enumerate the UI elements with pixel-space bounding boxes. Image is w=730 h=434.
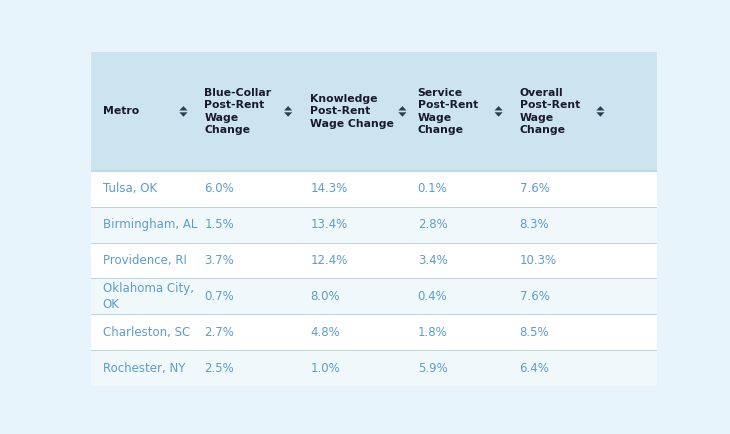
Bar xyxy=(91,171,657,207)
Text: 8.0%: 8.0% xyxy=(310,290,340,303)
Text: 7.6%: 7.6% xyxy=(520,182,550,195)
Polygon shape xyxy=(399,106,407,111)
Text: Knowledge
Post-Rent
Wage Change: Knowledge Post-Rent Wage Change xyxy=(310,94,394,129)
Text: 0.1%: 0.1% xyxy=(418,182,447,195)
Text: 13.4%: 13.4% xyxy=(310,218,347,231)
Polygon shape xyxy=(399,112,407,117)
Text: Blue-Collar
Post-Rent
Wage
Change: Blue-Collar Post-Rent Wage Change xyxy=(204,88,272,135)
Polygon shape xyxy=(180,106,188,111)
Text: 2.8%: 2.8% xyxy=(418,218,447,231)
Text: Overall
Post-Rent
Wage
Change: Overall Post-Rent Wage Change xyxy=(520,88,580,135)
Text: 7.6%: 7.6% xyxy=(520,290,550,303)
Text: Service
Post-Rent
Wage
Change: Service Post-Rent Wage Change xyxy=(418,88,478,135)
Text: 4.8%: 4.8% xyxy=(310,326,340,339)
Bar xyxy=(91,207,657,243)
Polygon shape xyxy=(596,112,604,117)
Text: Providence, RI: Providence, RI xyxy=(102,254,186,267)
Text: 8.3%: 8.3% xyxy=(520,218,549,231)
Polygon shape xyxy=(284,106,292,111)
Text: Birmingham, AL: Birmingham, AL xyxy=(102,218,197,231)
Polygon shape xyxy=(284,112,292,117)
Polygon shape xyxy=(180,112,188,117)
Text: 1.5%: 1.5% xyxy=(204,218,234,231)
Text: Oklahoma City,
OK: Oklahoma City, OK xyxy=(102,282,193,311)
Text: Charleston, SC: Charleston, SC xyxy=(102,326,190,339)
Bar xyxy=(91,279,657,314)
Text: 14.3%: 14.3% xyxy=(310,182,347,195)
Text: 3.4%: 3.4% xyxy=(418,254,447,267)
Text: 6.0%: 6.0% xyxy=(204,182,234,195)
Polygon shape xyxy=(494,112,503,117)
Text: Rochester, NY: Rochester, NY xyxy=(102,362,185,375)
Text: 2.5%: 2.5% xyxy=(204,362,234,375)
Text: 2.7%: 2.7% xyxy=(204,326,234,339)
Text: 0.4%: 0.4% xyxy=(418,290,447,303)
Text: 8.5%: 8.5% xyxy=(520,326,549,339)
Bar xyxy=(91,314,657,350)
Text: 10.3%: 10.3% xyxy=(520,254,557,267)
Bar xyxy=(91,243,657,279)
Text: 5.9%: 5.9% xyxy=(418,362,447,375)
Text: Tulsa, OK: Tulsa, OK xyxy=(102,182,157,195)
Text: 6.4%: 6.4% xyxy=(520,362,550,375)
Bar xyxy=(91,350,657,386)
Text: 12.4%: 12.4% xyxy=(310,254,347,267)
Polygon shape xyxy=(596,106,604,111)
Text: 3.7%: 3.7% xyxy=(204,254,234,267)
Text: 0.7%: 0.7% xyxy=(204,290,234,303)
Polygon shape xyxy=(494,106,503,111)
Text: 1.0%: 1.0% xyxy=(310,362,340,375)
Bar xyxy=(91,52,657,171)
Text: Metro: Metro xyxy=(102,106,139,116)
Text: 1.8%: 1.8% xyxy=(418,326,447,339)
